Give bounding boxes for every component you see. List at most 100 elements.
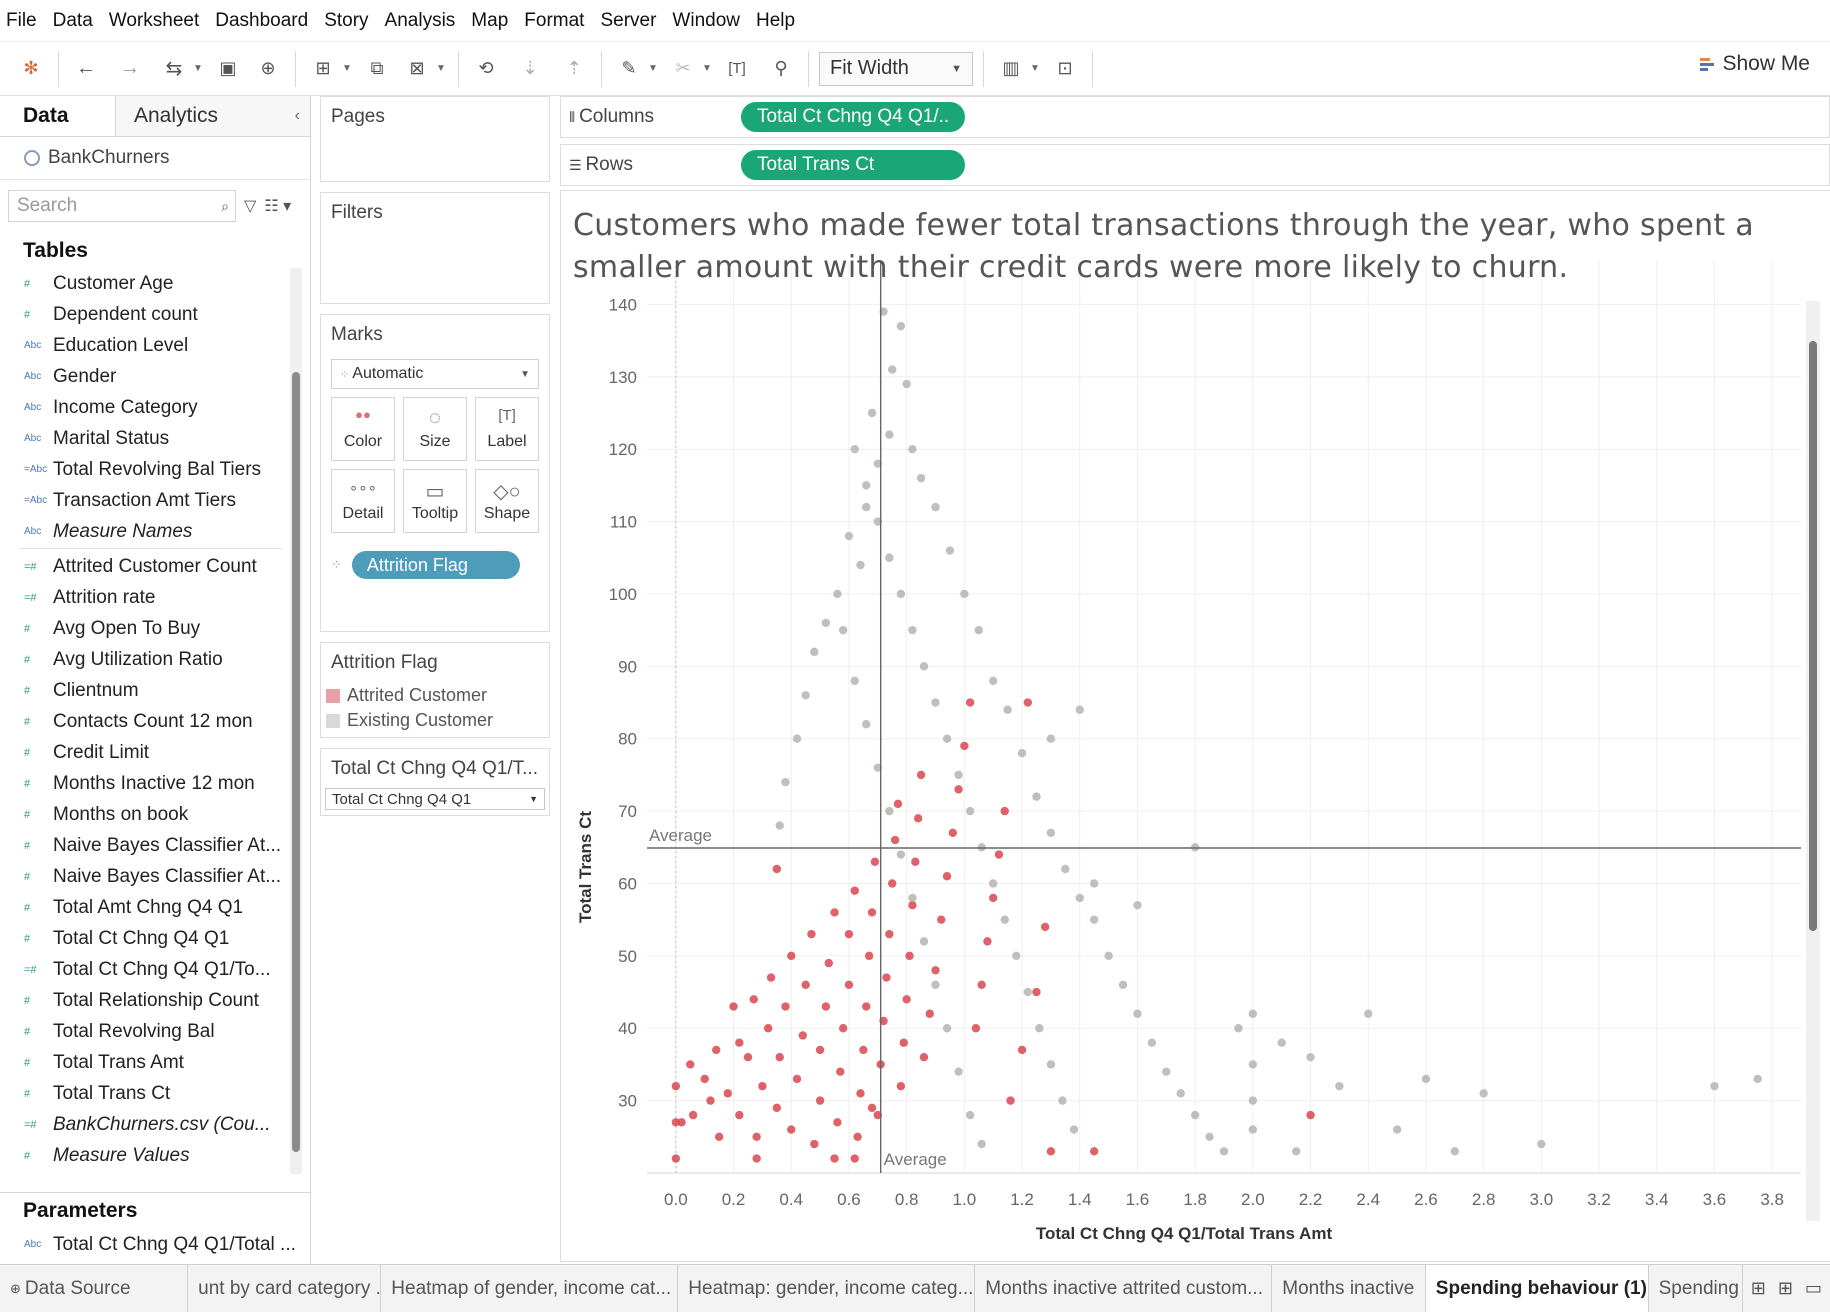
field-item[interactable]: # Total Revolving Bal: [0, 1016, 284, 1047]
field-item[interactable]: # Naive Bayes Classifier At...: [0, 830, 284, 861]
field-item[interactable]: =Abc Total Revolving Bal Tiers: [0, 454, 284, 485]
shape-button[interactable]: ◇○ Shape: [475, 469, 539, 533]
highlight-icon[interactable]: ✎: [621, 58, 637, 78]
menu-item-file[interactable]: File: [6, 9, 37, 31]
columns-shelf[interactable]: ⦀ Columns Total Ct Chng Q4 Q1/..: [560, 96, 1830, 138]
new-worksheet-caret-icon[interactable]: ▼: [342, 63, 352, 74]
field-item[interactable]: # Avg Open To Buy: [0, 613, 284, 644]
field-item[interactable]: =# Attrition rate: [0, 582, 284, 613]
field-item[interactable]: =# Attrited Customer Count: [0, 551, 284, 582]
swap-icon[interactable]: ⟲: [478, 58, 494, 78]
sheet-tab[interactable]: Heatmap: gender, income categ...: [678, 1265, 976, 1312]
field-item[interactable]: # Clientnum: [0, 675, 284, 706]
sort-descending-icon[interactable]: ⇡: [566, 58, 582, 78]
field-item[interactable]: Abc Marital Status: [0, 423, 284, 454]
field-item[interactable]: =# Total Ct Chng Q4 Q1/To...: [0, 954, 284, 985]
search-input[interactable]: Search ⌕: [8, 190, 236, 222]
field-item[interactable]: # Total Relationship Count: [0, 985, 284, 1016]
scrollbar-thumb[interactable]: [292, 372, 300, 1152]
field-item[interactable]: Abc Gender: [0, 361, 284, 392]
fit-width-select[interactable]: Fit Width ▼: [819, 51, 973, 86]
rows-pill[interactable]: Total Trans Ct: [741, 150, 965, 180]
tab-analytics[interactable]: Analytics ‹: [116, 96, 310, 136]
field-item[interactable]: # Dependent count: [0, 299, 284, 330]
columns-pill[interactable]: Total Ct Chng Q4 Q1/..: [741, 102, 965, 132]
field-list-scrollbar[interactable]: [290, 268, 302, 1174]
clear-sheet-caret-icon[interactable]: ▼: [436, 63, 446, 74]
field-item[interactable]: # Total Amt Chng Q4 Q1: [0, 892, 284, 923]
field-item[interactable]: # Months on book: [0, 799, 284, 830]
new-dashboard-icon[interactable]: ⊞: [1777, 1278, 1793, 1298]
save-icon[interactable]: ▣: [219, 58, 237, 78]
view-options-icon[interactable]: ☷ ▾: [264, 198, 292, 215]
sheet-tab[interactable]: Spending: [1649, 1265, 1743, 1312]
attrition-flag-pill[interactable]: Attrition Flag: [351, 551, 520, 579]
new-datasource-icon[interactable]: ⊕: [260, 58, 276, 78]
field-item[interactable]: Abc Income Category: [0, 392, 284, 423]
menu-item-format[interactable]: Format: [524, 9, 585, 31]
group-icon[interactable]: ✂: [675, 58, 691, 78]
new-worksheet-icon[interactable]: ⊞: [1750, 1278, 1766, 1298]
field-item[interactable]: # Measure Values: [0, 1140, 284, 1171]
tableau-logo-icon[interactable]: ✻: [23, 58, 39, 78]
filters-card[interactable]: Filters: [320, 192, 550, 304]
sheet-tab[interactable]: Months inactive attrited custom...: [975, 1265, 1273, 1312]
presentation-icon[interactable]: ⊡: [1057, 58, 1073, 78]
legend-item[interactable]: Attrited Customer: [321, 683, 549, 708]
sort-ascending-icon[interactable]: ⇣: [522, 58, 538, 78]
viz-scrollbar[interactable]: [1806, 301, 1820, 1221]
view-cards-icon[interactable]: ▥: [1002, 58, 1020, 78]
menu-item-map[interactable]: Map: [471, 9, 509, 31]
sheet-tab[interactable]: Months inactive: [1272, 1265, 1426, 1312]
field-item[interactable]: # Naive Bayes Classifier At...: [0, 861, 284, 892]
collapse-pane-icon[interactable]: ‹: [294, 107, 300, 124]
pages-card[interactable]: Pages: [320, 96, 550, 182]
undo-icon[interactable]: ←: [76, 57, 96, 79]
size-button[interactable]: ◌ Size: [403, 397, 467, 461]
legend-item[interactable]: Existing Customer: [321, 708, 549, 733]
field-item[interactable]: Abc Measure Names: [0, 516, 284, 547]
menu-item-story[interactable]: Story: [324, 9, 369, 31]
field-item[interactable]: # Credit Limit: [0, 737, 284, 768]
color-button[interactable]: ●● Color: [331, 397, 395, 461]
field-item[interactable]: =Abc Transaction Amt Tiers: [0, 485, 284, 516]
rows-shelf[interactable]: ☰ Rows Total Trans Ct: [560, 144, 1830, 186]
mark-type-select[interactable]: ⁘ Automatic ▼: [331, 359, 539, 389]
replay-icon[interactable]: ⇆: [165, 58, 183, 80]
field-item[interactable]: # Avg Utilization Ratio: [0, 644, 284, 675]
show-labels-icon[interactable]: [T]: [728, 60, 746, 77]
menu-item-worksheet[interactable]: Worksheet: [108, 9, 200, 31]
menu-item-dashboard[interactable]: Dashboard: [215, 9, 309, 31]
field-item[interactable]: Abc Education Level: [0, 330, 284, 361]
field-item[interactable]: # Months Inactive 12 mon: [0, 768, 284, 799]
new-worksheet-icon[interactable]: ⊞: [315, 58, 331, 78]
field-item[interactable]: # Contacts Count 12 mon: [0, 706, 284, 737]
filter-icon[interactable]: ▽: [244, 198, 257, 215]
field-item[interactable]: =# BankChurners.csv (Cou...: [0, 1109, 284, 1140]
menu-item-analysis[interactable]: Analysis: [384, 9, 456, 31]
show-me-button[interactable]: Show Me: [1700, 52, 1810, 76]
duplicate-icon[interactable]: ⧉: [370, 58, 384, 78]
redo-icon[interactable]: →: [120, 57, 140, 79]
pin-icon[interactable]: ⚲: [774, 58, 788, 78]
highlight-caret-icon[interactable]: ▼: [648, 63, 658, 74]
menu-item-window[interactable]: Window: [672, 9, 740, 31]
menu-item-help[interactable]: Help: [756, 9, 796, 31]
field-item[interactable]: # Customer Age: [0, 268, 284, 299]
sheet-tab[interactable]: ⊕ Data Source: [0, 1265, 189, 1312]
tooltip-button[interactable]: ▭ Tooltip: [403, 469, 467, 533]
replay-caret-icon[interactable]: ▼: [193, 63, 203, 74]
sheet-tab[interactable]: Spending behaviour (1): [1425, 1265, 1649, 1312]
detail-button[interactable]: ∘∘∘ Detail: [331, 469, 395, 533]
new-story-icon[interactable]: ▭: [1804, 1278, 1822, 1298]
tab-data[interactable]: Data: [0, 96, 116, 136]
label-button[interactable]: [T] Label: [475, 397, 539, 461]
view-cards-caret-icon[interactable]: ▼: [1030, 63, 1040, 74]
sheet-tab[interactable]: Heatmap of gender, income cat...: [381, 1265, 679, 1312]
parameter-item[interactable]: Abc Total Ct Chng Q4 Q1/Total ...: [0, 1229, 311, 1260]
scrollbar-thumb[interactable]: [1809, 341, 1817, 931]
field-item[interactable]: # Total Trans Amt: [0, 1047, 284, 1078]
clear-sheet-icon[interactable]: ⊠: [409, 58, 425, 78]
datasource-item[interactable]: BankChurners: [0, 137, 310, 180]
menu-item-server[interactable]: Server: [600, 9, 657, 31]
